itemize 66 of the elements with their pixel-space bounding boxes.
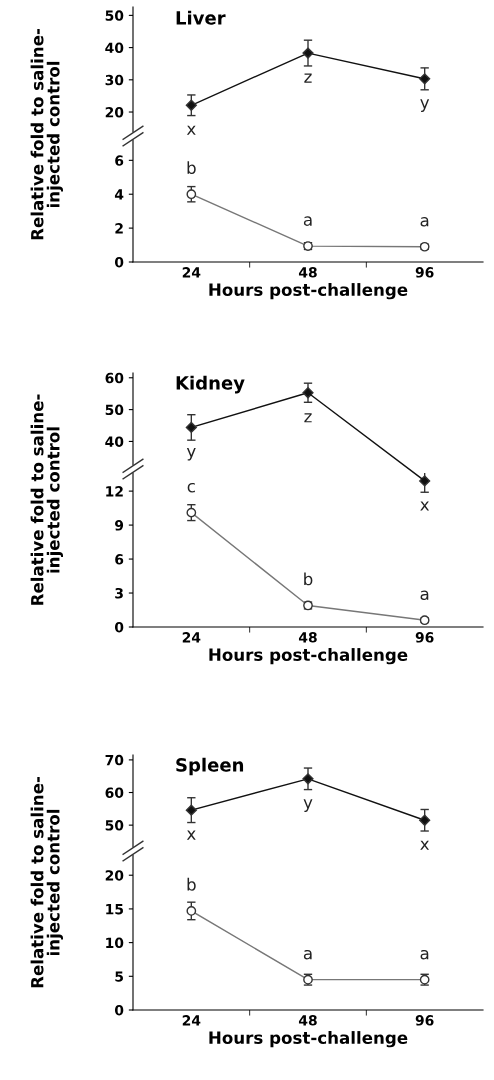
y-tick-label: 60 [105,372,124,384]
x-tick-label: 96 [415,1015,434,1026]
y-axis-title: Relative fold to saline- injected control [30,777,63,988]
y-tick-label: 2 [115,223,123,234]
chart-title: Kidney [176,375,245,394]
annotation: a [420,949,429,960]
point [419,475,431,487]
y-tick-label: 5 [115,971,123,982]
y-tick-label: 20 [105,870,124,881]
annotation: y [186,447,196,461]
y-tick-label: 20 [105,106,124,118]
x-tick-label: 24 [182,632,201,643]
annotation: b [187,161,196,175]
y-tick-label: 9 [115,520,124,531]
y-tick-label: 70 [105,754,124,766]
annotation: c [187,482,195,493]
y-axis-title: Relative fold to saline- injected control [30,394,63,605]
y-tick-label: 6 [115,155,124,166]
annotation: b [187,877,196,891]
annotation: x [420,501,430,511]
annotation: a [303,216,312,226]
x-tick-label: 48 [298,632,317,643]
annotation: z [304,73,312,83]
point [419,73,431,85]
y-tick-label: 0 [114,256,124,268]
x-tick-label: 96 [415,632,434,643]
y-tick-label: 10 [106,937,124,949]
x-tick-label: 48 [298,1015,317,1026]
y-tick-label: 30 [105,74,124,86]
y-tick-label: 15 [106,904,123,915]
point [302,773,314,785]
x-axis-title: Hours post-challenge [209,1031,408,1048]
annotation: b [304,572,313,586]
y-tick-label: 0 [114,621,124,633]
y-tick-label: 50 [105,820,124,831]
x-axis-title: Hours post-challenge [209,283,408,300]
annotation: x [420,840,430,850]
x-tick-label: 96 [415,267,434,278]
y-tick-label: 6 [115,554,124,565]
annotation: x [186,830,196,840]
y-tick-label: 50 [105,404,124,416]
point [185,804,197,816]
annotation: y [303,799,313,812]
x-tick-label: 48 [298,267,317,278]
point [419,814,431,826]
y-tick-label: 50 [105,10,124,21]
chart-title: Liver [176,10,226,25]
point [185,99,197,111]
x-axis-title: Hours post-challenge [209,648,408,665]
x-tick-label: 24 [182,1015,201,1026]
annotation: y [420,99,430,112]
annotation: a [420,590,429,601]
y-tick-label: 60 [105,787,124,798]
chart-title: Spleen [176,757,244,776]
annotation: x [186,125,196,135]
y-tick-label: 40 [105,42,124,54]
y-tick-label: 4 [114,189,124,200]
y-tick-label: 40 [105,436,124,447]
y-tick-label: 3 [115,588,123,599]
y-axis-title: Relative fold to saline- injected control [30,29,63,240]
annotation: z [304,413,312,423]
annotation: a [420,217,429,227]
annotation: a [303,949,312,960]
y-tick-label: 12 [106,486,123,497]
x-tick-label: 24 [182,267,201,278]
y-tick-label: 0 [114,1004,124,1016]
